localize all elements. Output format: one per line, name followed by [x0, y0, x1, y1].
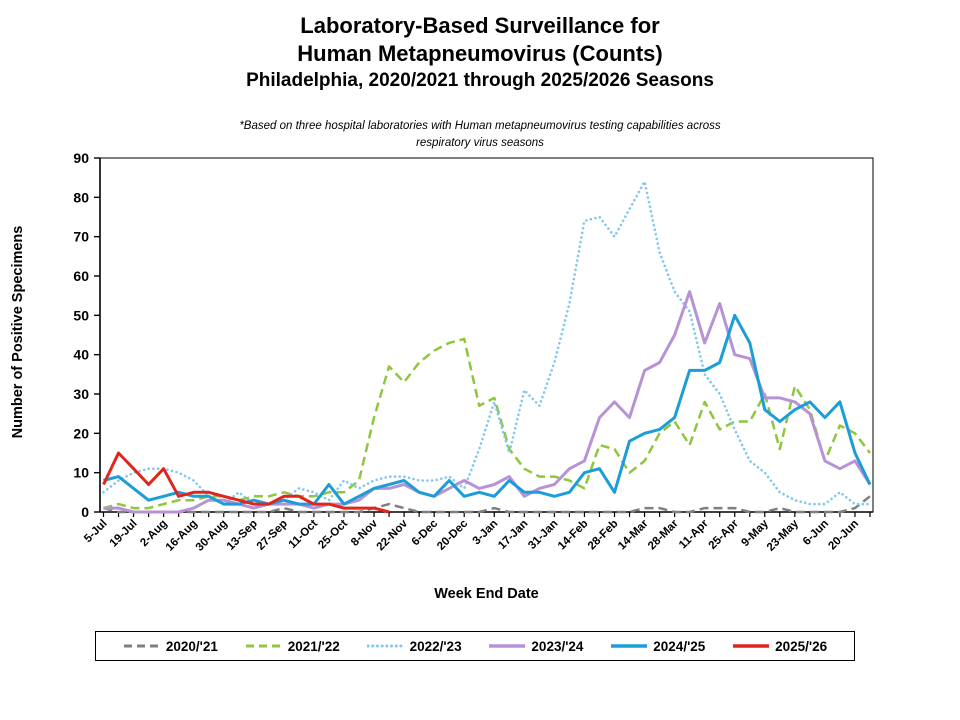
x-tick-label: 22-Nov [375, 517, 411, 553]
footnote-line-1: *Based on three hospital laboratories wi… [239, 120, 721, 132]
x-tick-label: 30-Aug [194, 518, 230, 554]
x-tick-label: 13-Sep [225, 518, 260, 553]
legend-item: 2020/'21 [123, 639, 218, 654]
title-line-1: Laboratory-Based Surveillance for [300, 13, 660, 38]
title-line-2: Human Metapneumovirus (Counts) [297, 40, 663, 66]
y-tick-label: 90 [73, 150, 89, 166]
x-tick-label: 14-Mar [616, 517, 651, 552]
x-axis-title: Week End Date [434, 586, 539, 602]
footnote: *Based on three hospital laboratories wi… [0, 118, 960, 151]
legend-swatch-line [366, 644, 405, 648]
legend-label: 2023/'24 [531, 638, 584, 654]
series-line-2023--24 [103, 290, 872, 514]
legend-label: 2022/'23 [409, 638, 462, 654]
legend-swatch-line [245, 644, 282, 648]
chart-title: Laboratory-Based Surveillance for Human … [0, 12, 960, 93]
legend-label: 2025/'26 [775, 638, 828, 654]
plot-border [99, 157, 874, 513]
x-tick-label: 20-Dec [435, 517, 471, 553]
legend-item: 2024/'25 [610, 639, 705, 654]
y-tick-label: 10 [73, 465, 89, 481]
footnote-line-2: respiratory virus seasons [416, 136, 544, 149]
y-tick-label: 40 [73, 347, 89, 363]
y-tick-label: 50 [73, 307, 89, 323]
legend-swatch-line [489, 644, 526, 648]
x-tick-label: 11-Apr [677, 517, 711, 551]
y-tick-label: 30 [73, 386, 89, 402]
title-line-3: Philadelphia, 2020/2021 through 2025/202… [246, 70, 714, 91]
legend-swatch-line [123, 644, 160, 648]
y-tick-label: 80 [73, 189, 89, 205]
legend-swatch-line [611, 644, 648, 648]
x-tick-label: 16-Aug [164, 518, 200, 554]
x-tick-label: 5-Jul [82, 518, 109, 545]
legend-label: 2021/'22 [287, 638, 340, 654]
y-tick-label: 60 [73, 268, 89, 284]
x-tick-label: 25-Apr [707, 517, 742, 552]
series-line-2025--26 [102, 451, 390, 514]
series-line-2024--25 [103, 313, 872, 506]
legend-item: 2025/'26 [732, 639, 827, 654]
legend-item: 2022/'23 [366, 638, 462, 654]
x-tick-label: 11-Oct [287, 518, 320, 551]
series-line-2022--23 [102, 180, 872, 506]
x-tick-label: 28-Mar [646, 517, 681, 552]
series-line-2020--21 [103, 495, 871, 514]
x-tick-label: 31-Jan [526, 518, 560, 552]
legend-item: 2023/'24 [488, 639, 583, 654]
x-tick-label: 27-Sep [255, 518, 290, 553]
y-tick-label: 70 [73, 229, 89, 245]
legend-label: 2020/'21 [165, 638, 218, 654]
x-tick-label: 28-Feb [586, 518, 621, 553]
legend: 2020/'21 2021/'22 2022/'23 2023/'24 2024/'25… [95, 631, 855, 661]
x-tick-label: 25-Oct [316, 518, 350, 552]
x-tick-label: 19-Jul [108, 518, 140, 550]
y-tick-label: 0 [81, 504, 89, 520]
x-tick-label: 23-May [765, 517, 801, 553]
x-tick-label: 17-Jan [496, 518, 530, 552]
legend-item: 2021/'22 [245, 639, 340, 654]
legend-label: 2024/'25 [653, 638, 706, 654]
y-tick-label: 20 [73, 425, 89, 441]
x-tick-label: 20-Jun [826, 518, 861, 553]
x-tick-label: 14-Feb [556, 518, 591, 553]
legend-swatch-line [733, 644, 770, 648]
